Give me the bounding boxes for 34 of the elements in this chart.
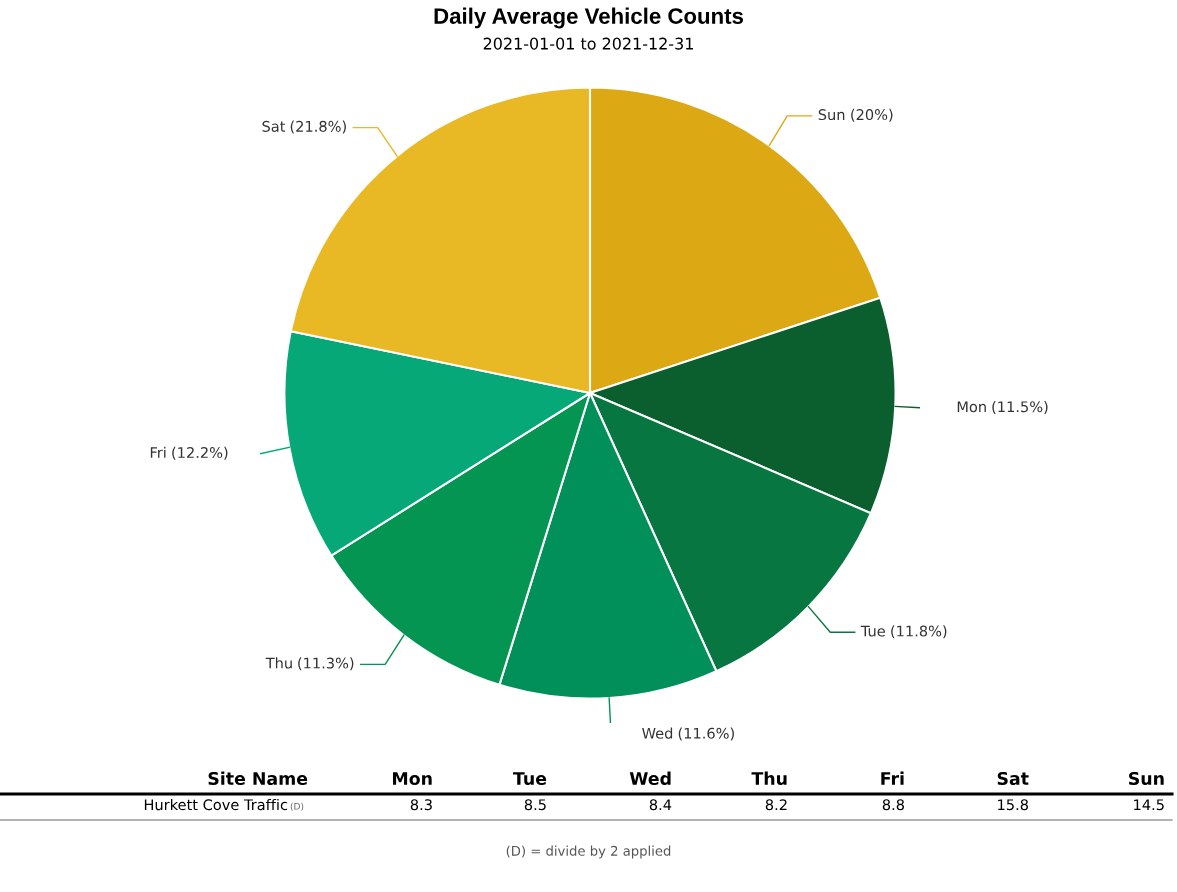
data-label: 8.3 [410,799,432,811]
chart-title: Daily Average Vehicle Counts [434,7,743,29]
slice-label: Thu [265,657,292,669]
category-label: Tue [513,772,547,786]
slice-label: Sat [262,120,286,132]
text: (D) [290,802,304,811]
data-label: 14.5 [1134,799,1164,811]
data-label: 8.2 [765,799,787,811]
data-label: (11.6%) [678,727,734,741]
data-label: 15.8 [998,799,1028,811]
text: (D) = divide by 2 applied [506,845,671,859]
data-label: (20%) [851,108,893,122]
text: Hurkett Cove Traffic [144,798,288,811]
data-label: 8.4 [649,799,672,811]
slice-label: Tue [860,625,885,637]
data-label: 8.5 [524,799,546,811]
data-label: (11.8%) [891,625,947,639]
category-label: Sat [997,771,1029,786]
slice-label: Mon [957,401,986,413]
slice-label: Wed [642,727,673,739]
category-label: Thu [751,771,787,786]
slice-label: Sun [818,109,845,121]
text: Site Name [208,771,308,786]
category-label: Fri [881,771,904,785]
category-label: Mon [393,772,432,786]
data-label: (21.8%) [290,120,346,134]
data-label: (11.5%) [992,400,1048,414]
data-label: (12.2%) [172,446,228,460]
slice-label: Fri [150,446,166,458]
data-label: (11.3%) [298,657,354,671]
data-label: 8.8 [882,799,904,811]
category-label: Wed [629,771,671,786]
category-label: Sun [1129,771,1164,786]
chart-subtitle: 2021-01-01 to 2021-12-31 [483,37,693,50]
